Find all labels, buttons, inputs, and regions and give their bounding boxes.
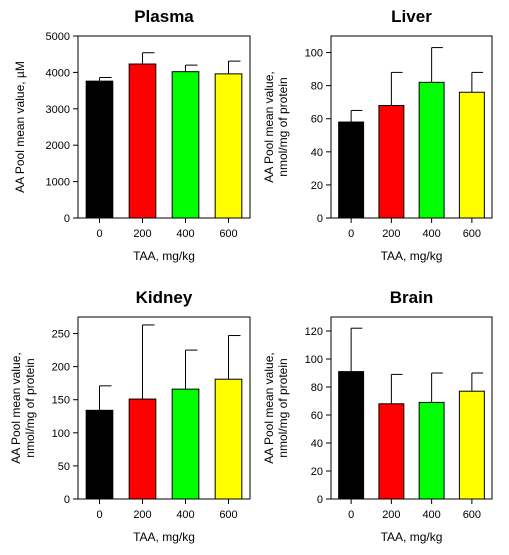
panel-liver: Liver 0 20 40 60 80 100 0 200 400 600 TAA, mg/kg AA … [262,7,493,263]
y-tick-label-plasma: 3000 [46,104,70,116]
y-tick-label-plasma: 0 [64,213,70,225]
bar-liver-400 [418,81,445,219]
x-tick-label-kidney: 600 [219,509,237,521]
y-tick-label-kidney: 100 [52,428,70,440]
bar-kidney-400 [171,388,200,500]
bar-brain-200 [378,403,405,500]
plot-frame-liver [330,35,493,219]
bar-liver-0 [338,121,365,219]
bar-plasma-0 [85,80,114,219]
y-tick-label-brain: 0 [317,494,323,506]
chart-title-kidney: Kidney [136,288,193,307]
panel-kidney: Kidney 0 50 100 150 200 250 0 200 400 600 TAA, mg/k… [9,288,251,544]
x-axis-label-liver: TAA, mg/kg [381,249,443,263]
bar-brain-400 [418,401,445,500]
y-tick-label-liver: 80 [311,81,323,93]
plot-frame-brain [330,316,493,500]
bar-brain-600 [458,390,485,500]
x-tick-label-plasma: 400 [176,228,194,240]
x-tick-label-plasma: 0 [96,228,102,240]
y-axis-label-plasma: AA Pool mean value, µM [13,61,27,193]
panel-plasma: Plasma 0 1000 2000 3000 4000 5000 0 200 400 600 TAA… [13,7,251,263]
chart-title-liver: Liver [391,7,432,26]
y-tick-label-brain: 20 [311,466,323,478]
bar-plasma-600 [214,73,243,219]
x-tick-label-kidney: 200 [133,509,151,521]
x-axis-label-plasma: TAA, mg/kg [133,249,195,263]
bar-kidney-600 [214,378,243,500]
x-tick-label-brain: 600 [463,509,481,521]
chart-title-plasma: Plasma [134,7,194,26]
x-tick-label-kidney: 0 [96,509,102,521]
y-tick-label-kidney: 200 [52,362,70,374]
y-tick-label-liver: 60 [311,114,323,126]
x-tick-label-plasma: 200 [133,228,151,240]
y-tick-label-kidney: 250 [52,329,70,341]
y-tick-label-plasma: 1000 [46,177,70,189]
bar-liver-600 [458,91,485,219]
y-axis-label-liver: AA Pool mean value, [262,71,276,182]
bar-kidney-200 [128,398,157,500]
y-axis-label-kidney: nmol/mg of protein [23,358,37,457]
x-tick-label-kidney: 400 [176,509,194,521]
y-axis-label-brain: nmol/mg of protein [276,358,290,457]
y-tick-label-brain: 120 [305,326,323,338]
y-tick-label-liver: 20 [311,180,323,192]
x-tick-label-brain: 200 [382,509,400,521]
x-tick-label-liver: 400 [422,228,440,240]
y-tick-label-liver: 100 [305,48,323,60]
y-axis-label-liver: nmol/mg of protein [276,77,290,176]
y-tick-label-kidney: 0 [64,494,70,506]
bar-kidney-0 [85,409,114,500]
y-tick-label-liver: 40 [311,147,323,159]
bar-brain-0 [338,371,365,500]
y-tick-label-brain: 60 [311,410,323,422]
y-tick-label-kidney: 150 [52,395,70,407]
y-tick-label-kidney: 50 [58,461,70,473]
x-tick-label-brain: 400 [422,509,440,521]
y-tick-label-plasma: 2000 [46,140,70,152]
x-axis-label-brain: TAA, mg/kg [381,530,443,544]
plot-frame-kidney [77,316,251,500]
y-tick-label-brain: 100 [305,354,323,366]
plot-frame-plasma [77,35,251,219]
y-axis-label-brain: AA Pool mean value, [262,352,276,463]
bar-plasma-400 [171,71,200,219]
x-tick-label-liver: 200 [382,228,400,240]
bar-plasma-200 [128,63,157,219]
y-tick-label-brain: 40 [311,438,323,450]
panel-brain: Brain 0 20 40 60 80 100 120 0 200 400 600 TAA, mg/kg… [262,288,493,544]
x-tick-label-liver: 600 [463,228,481,240]
y-tick-label-plasma: 4000 [46,67,70,79]
x-tick-label-brain: 0 [348,509,354,521]
y-tick-label-liver: 0 [317,213,323,225]
y-axis-label-kidney: AA Pool mean value, [9,352,23,463]
y-tick-label-brain: 80 [311,382,323,394]
x-tick-label-plasma: 600 [219,228,237,240]
y-tick-label-plasma: 5000 [46,31,70,43]
x-tick-label-liver: 0 [348,228,354,240]
bar-liver-200 [378,104,405,219]
chart-title-brain: Brain [390,288,433,307]
x-axis-label-kidney: TAA, mg/kg [133,530,195,544]
